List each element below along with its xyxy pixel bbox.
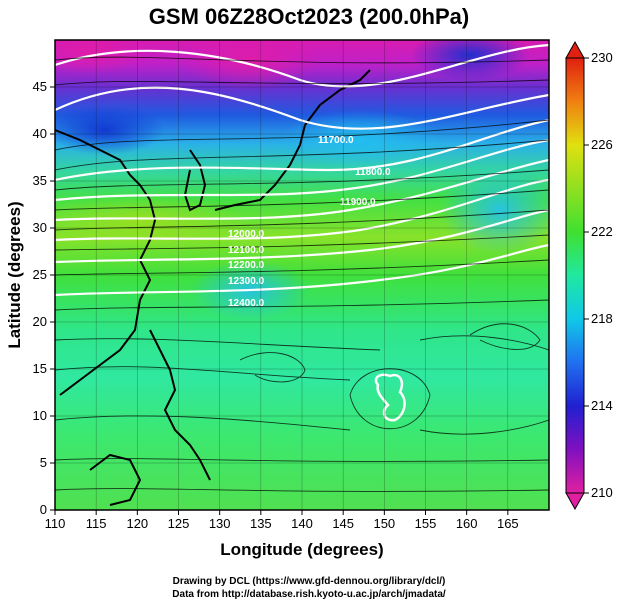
chart-title: GSM 06Z28Oct2023 (200.0hPa) <box>149 4 469 29</box>
height-contours <box>55 43 549 297</box>
contour-label: 12300.0 <box>228 276 265 287</box>
x-tick-label: 150 <box>373 516 395 531</box>
coastline-asia <box>55 129 157 396</box>
contour-label: 12100.0 <box>228 245 265 256</box>
colorbar-tick-label: 214 <box>591 398 613 413</box>
y-tick-label: 5 <box>40 455 47 470</box>
contour-label: 11800.0 <box>355 167 391 178</box>
contour-label: 12000.0 <box>228 229 265 240</box>
cool-band <box>280 110 440 170</box>
colorbar: 210 214 218 222 226 230 <box>565 40 613 511</box>
x-axis-ticks: 110 115 120 125 130 135 140 145 150 155 160 165 <box>45 510 519 531</box>
x-tick-label: 120 <box>126 516 148 531</box>
y-tick-label: 35 <box>33 173 47 188</box>
x-tick-label: 155 <box>415 516 437 531</box>
colorbar-tick-label: 218 <box>591 311 613 326</box>
y-tick-label: 30 <box>33 220 47 235</box>
colorbar-gradient <box>565 57 585 494</box>
x-tick-label: 165 <box>497 516 519 531</box>
y-tick-label: 0 <box>40 502 47 517</box>
y-tick-label: 40 <box>33 126 47 141</box>
colorbar-min-arrow <box>565 492 585 511</box>
colorbar-max-arrow <box>565 40 585 59</box>
cold-pool-west <box>55 105 165 155</box>
x-tick-label: 110 <box>45 516 66 531</box>
vortex-contour <box>374 373 406 422</box>
y-tick-label: 45 <box>33 79 47 94</box>
streamlines <box>55 56 549 492</box>
x-tick-label: 135 <box>250 516 272 531</box>
colorbar-tick-label: 226 <box>591 137 613 152</box>
x-tick-label: 145 <box>332 516 354 531</box>
contour-label: 11900.0 <box>340 197 376 208</box>
x-tick-label: 140 <box>291 516 313 531</box>
contour-label-group: 11700.0 11800.0 11900.0 12000.0 12100.0 … <box>228 135 391 309</box>
y-tick-label: 15 <box>33 361 47 376</box>
colorbar-tick-label: 210 <box>591 485 613 500</box>
x-axis-label: Longitude (degrees) <box>220 540 383 559</box>
y-tick-label: 10 <box>33 408 47 423</box>
cold-pool-north <box>180 40 320 90</box>
contour-label: 11700.0 <box>318 135 354 146</box>
x-tick-label: 115 <box>86 516 107 531</box>
colorbar-tick-label: 222 <box>591 224 613 239</box>
coastline-philippines <box>149 329 211 481</box>
credit-drawing: Drawing by DCL (https://www.gfd-dennou.o… <box>173 576 446 587</box>
y-tick-label: 20 <box>33 314 47 329</box>
grid-lines <box>55 40 549 510</box>
colorbar-ticks: 210 214 218 222 226 230 <box>584 50 613 500</box>
x-tick-label: 130 <box>209 516 231 531</box>
x-tick-label: 160 <box>456 516 478 531</box>
x-tick-label: 125 <box>168 516 190 531</box>
y-axis-label: Latitude (degrees) <box>5 201 24 348</box>
cool-area-east <box>440 165 549 255</box>
credit-data: Data from http://database.rish.kyoto-u.a… <box>172 589 446 600</box>
contour-label: 12400.0 <box>228 298 265 309</box>
y-tick-label: 25 <box>33 267 47 282</box>
warm-band <box>55 195 250 245</box>
colorbar-tick-label: 230 <box>591 50 613 65</box>
coastline-borneo <box>89 453 142 506</box>
contour-label: 12200.0 <box>228 260 265 271</box>
y-axis-ticks: 0 5 10 15 20 25 30 35 40 45 <box>33 79 55 517</box>
map-plot-area: 11700.0 11800.0 11900.0 12000.0 12100.0 … <box>55 40 549 510</box>
